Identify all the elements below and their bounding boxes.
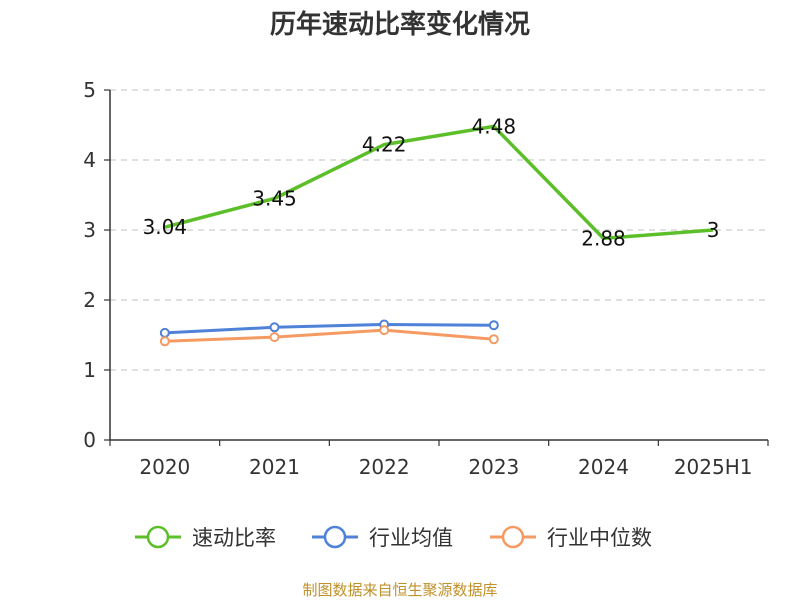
legend-marker-2 — [501, 525, 525, 549]
x-tick-label: 2022 — [359, 455, 410, 479]
data-point — [269, 322, 280, 333]
series-group: 3.04 3.45 4.22 4.48 2.88 3 — [143, 114, 720, 347]
y-tick-label: 2 — [83, 288, 96, 312]
data-point — [159, 336, 170, 347]
x-tick-label: 2020 — [139, 455, 190, 479]
legend-label: 行业均值 — [369, 526, 453, 550]
x-tick-label: 2025H1 — [674, 455, 753, 479]
legend-marker-0 — [146, 525, 170, 549]
y-tick-label: 5 — [83, 78, 96, 102]
y-tick-label: 1 — [83, 358, 96, 382]
series-line-1 — [164, 323, 494, 335]
data-label: 4.48 — [472, 114, 517, 138]
data-label: 4.22 — [362, 133, 407, 157]
legend-label: 行业中位数 — [547, 526, 652, 550]
data-label: 2.88 — [581, 226, 626, 250]
x-tick-label: 2021 — [249, 455, 300, 479]
series-line-2 — [164, 328, 494, 343]
data-label: 3.04 — [143, 215, 188, 239]
data-point — [488, 334, 499, 345]
y-tick-label: 4 — [83, 148, 96, 172]
data-label: 3.45 — [252, 187, 297, 211]
axes: 0 1 2 3 4 5 2020 2021 2022 2023 2024 2025H1 — [83, 78, 769, 479]
data-point — [159, 327, 170, 338]
series-line-0 — [164, 124, 714, 241]
legend-label: 速动比率 — [192, 526, 276, 550]
y-tick-label: 0 — [83, 428, 96, 452]
source-note: 制图数据来自恒生聚源数据库 — [302, 581, 497, 599]
x-tick-label: 2023 — [468, 455, 519, 479]
data-point — [488, 320, 499, 331]
legend-marker-1 — [323, 525, 347, 549]
data-label: 3 — [707, 218, 720, 242]
x-tick-label: 2024 — [578, 455, 629, 479]
data-point — [269, 332, 280, 343]
y-tick-label: 3 — [83, 218, 96, 242]
chart-title: 历年速动比率变化情况 — [270, 9, 530, 40]
grid-lines — [110, 89, 768, 371]
legend: 速动比率 行业均值 行业中位数 — [135, 525, 652, 550]
data-point — [379, 325, 390, 336]
